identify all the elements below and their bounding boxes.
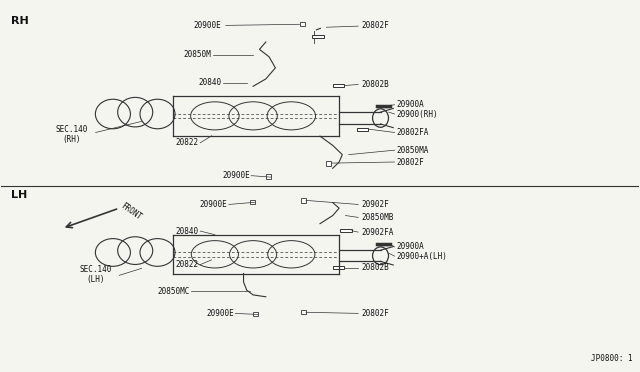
Bar — [333, 266, 344, 269]
Text: 20802F: 20802F — [362, 21, 389, 30]
Text: 20850MA: 20850MA — [396, 146, 429, 155]
Text: 20902F: 20902F — [362, 200, 389, 209]
Text: 20822: 20822 — [176, 138, 199, 147]
Text: 20850MC: 20850MC — [157, 287, 189, 296]
Text: LH: LH — [11, 190, 27, 200]
Bar — [301, 310, 306, 314]
Text: 20802F: 20802F — [396, 157, 424, 167]
Text: 20900A: 20900A — [396, 100, 424, 109]
Bar — [266, 174, 271, 179]
FancyArrowPatch shape — [316, 28, 321, 30]
Bar — [333, 84, 344, 87]
Bar — [326, 161, 332, 166]
Text: 20802B: 20802B — [362, 80, 389, 89]
Text: 20900E: 20900E — [193, 21, 221, 30]
Text: SEC.140
(RH): SEC.140 (RH) — [55, 125, 88, 144]
Bar — [300, 22, 305, 26]
Text: 20900+A(LH): 20900+A(LH) — [396, 251, 447, 261]
Text: RH: RH — [11, 16, 29, 26]
Text: 20802B: 20802B — [362, 263, 389, 272]
Bar — [301, 198, 306, 203]
Bar — [253, 311, 258, 316]
Text: 20850MB: 20850MB — [362, 213, 394, 222]
Text: 20822: 20822 — [176, 260, 199, 269]
Text: 20850M: 20850M — [184, 51, 212, 60]
Text: 20840: 20840 — [198, 78, 221, 87]
Text: 20840: 20840 — [176, 227, 199, 235]
Text: 20900E: 20900E — [222, 171, 250, 180]
Text: 20900(RH): 20900(RH) — [396, 109, 438, 119]
Text: FRONT: FRONT — [119, 202, 143, 222]
Text: 20900E: 20900E — [200, 200, 228, 209]
Bar — [340, 229, 352, 232]
Bar — [250, 200, 255, 205]
Text: SEC.140
(LH): SEC.140 (LH) — [79, 265, 112, 284]
Bar — [312, 35, 324, 38]
Text: 20802F: 20802F — [362, 309, 389, 318]
Bar — [357, 128, 369, 131]
Text: JP0800: 1: JP0800: 1 — [591, 354, 632, 363]
Text: 20802FA: 20802FA — [396, 128, 429, 137]
Text: 20900A: 20900A — [396, 243, 424, 251]
Text: 20902FA: 20902FA — [362, 228, 394, 237]
Text: 20900E: 20900E — [206, 309, 234, 318]
